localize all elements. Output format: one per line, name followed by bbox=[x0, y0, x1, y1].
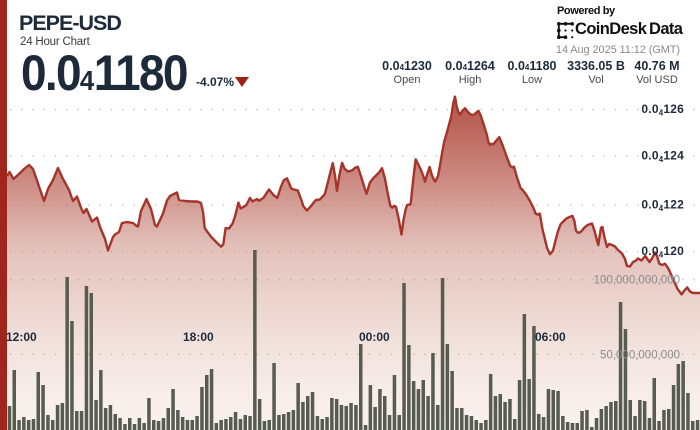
svg-text:50,000,000,000: 50,000,000,000 bbox=[600, 349, 680, 361]
svg-text:18:00: 18:00 bbox=[183, 330, 214, 344]
svg-text:0.04124: 0.04124 bbox=[641, 149, 684, 165]
svg-text:00:00: 00:00 bbox=[359, 330, 390, 344]
svg-text:100,000,000,000: 100,000,000,000 bbox=[594, 275, 680, 287]
svg-text:0.04126: 0.04126 bbox=[641, 102, 684, 118]
svg-text:0.04120: 0.04120 bbox=[641, 244, 684, 260]
svg-text:12:00: 12:00 bbox=[6, 330, 37, 344]
svg-text:0.04122: 0.04122 bbox=[641, 197, 684, 213]
svg-text:06:00: 06:00 bbox=[535, 330, 566, 344]
